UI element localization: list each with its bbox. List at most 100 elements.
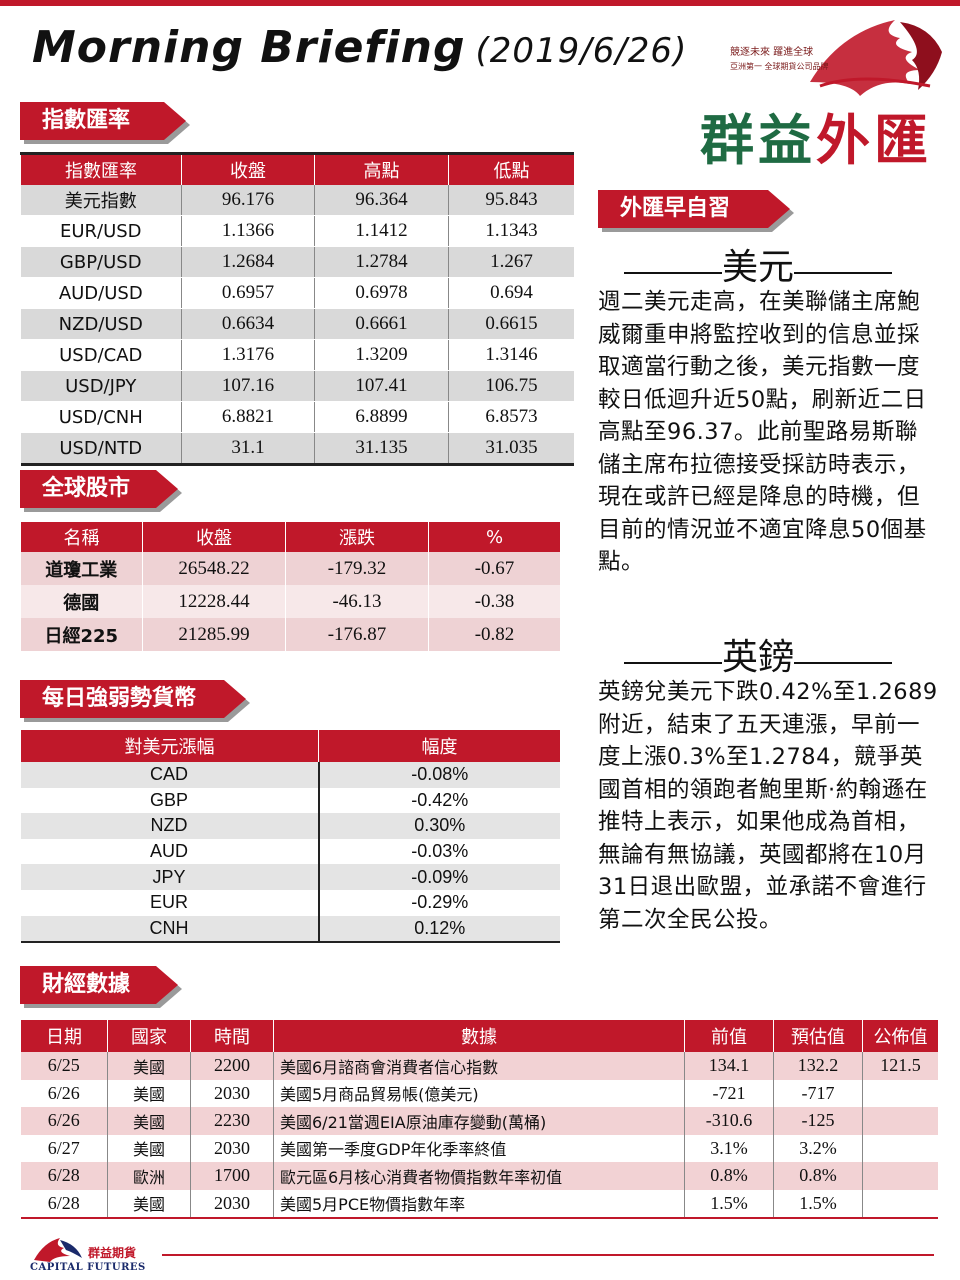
cell: 0.8% <box>684 1162 774 1190</box>
cell: EUR <box>20 889 319 916</box>
cell <box>862 1189 938 1218</box>
cell: 96.364 <box>314 185 449 216</box>
cell: 132.2 <box>773 1052 863 1080</box>
cell: 1.2684 <box>181 246 315 278</box>
cell: 1.2784 <box>314 246 449 278</box>
usd-commentary: 週二美元走高，在美聯儲主席鮑威爾重申將監控收到的信息並採取適當行動之後，美元指數… <box>598 289 927 575</box>
table-row: 6/26 美國 2030 美國5月商品貿易帳(億美元) -721 -717 <box>20 1079 938 1107</box>
cell: 歐洲 <box>107 1162 191 1190</box>
table-row: GBP -0.42% <box>20 787 560 814</box>
cell: 1.1343 <box>448 215 574 247</box>
cell: 0.6634 <box>181 308 315 340</box>
table-row: 道瓊工業 26548.22 -179.32 -0.67 <box>20 552 560 585</box>
table-row: 6/26 美國 2230 美國6/21當週EIA原油庫存變動(萬桶) -310.6 -12… <box>20 1107 938 1135</box>
logo-slogan: 競逐未來 躍進全球 亞洲第一 全球期貨公司品牌 <box>730 46 860 74</box>
cell: 1.3209 <box>314 339 449 371</box>
cell: 107.16 <box>181 370 315 402</box>
cell: NZD/USD <box>20 308 182 340</box>
cell: -0.42% <box>317 787 560 814</box>
col-header: 收盤 <box>181 153 315 185</box>
cell: 6/26 <box>20 1079 108 1107</box>
col-header: 指數匯率 <box>20 153 182 185</box>
table-row: 6/28 歐洲 1700 歐元區6月核心消費者物價指數年率初值 0.8% 0.8% <box>20 1162 938 1190</box>
cell: 31.035 <box>448 432 574 465</box>
cell: -0.08% <box>317 762 560 788</box>
cell: 歐元區6月核心消費者物價指數年率初值 <box>273 1162 685 1190</box>
col-header: 時間 <box>190 1020 274 1052</box>
table-header-row: 對美元漲幅 幅度 <box>20 730 560 762</box>
cell: 1.5% <box>684 1189 774 1218</box>
col-header: 名稱 <box>20 522 143 552</box>
table-row: 6/27 美國 2030 美國第一季度GDP年化季率終值 3.1% 3.2% <box>20 1134 938 1162</box>
cell: 1.1412 <box>314 215 449 247</box>
cell: 6.8899 <box>314 401 449 433</box>
cell: 6.8573 <box>448 401 574 433</box>
heading-rule <box>794 662 892 664</box>
cell: 0.6978 <box>314 277 449 309</box>
cell: 0.694 <box>448 277 574 309</box>
cell: JPY <box>20 864 319 890</box>
table-row: CAD -0.08% <box>20 762 560 788</box>
cell: 2200 <box>190 1052 274 1080</box>
cell: 0.30% <box>317 813 560 839</box>
col-header: 預估值 <box>773 1020 863 1052</box>
section-tag-currency-strength: 每日強弱勢貨幣 <box>20 680 246 718</box>
cell <box>862 1134 938 1162</box>
cell: 96.176 <box>181 185 315 216</box>
gbp-commentary: 英鎊兌美元下跌0.42%至1.2689附近，結束了五天連漲，早前一度上漲0.3%… <box>598 679 938 933</box>
title-date: (2019/6/26) <box>475 31 688 71</box>
cell: -179.32 <box>285 552 429 585</box>
usd-heading-text: 美元 <box>721 247 794 288</box>
footer-company-en: CAPITAL FUTURES <box>30 1262 146 1273</box>
cell: -0.29% <box>317 889 560 916</box>
col-header: 對美元漲幅 <box>20 730 319 762</box>
cell: CAD <box>20 762 319 788</box>
cell: 2030 <box>190 1079 274 1107</box>
cell: AUD <box>20 838 319 865</box>
cell: 0.6661 <box>314 308 449 340</box>
cell: -717 <box>773 1079 863 1107</box>
cell: GBP/USD <box>20 246 182 278</box>
gbp-heading: 英鎊 <box>598 628 918 680</box>
table-row: CNH 0.12% <box>20 915 560 943</box>
col-header: % <box>428 522 560 552</box>
section-tag-fx-study: 外匯早自習 <box>598 190 790 228</box>
cell: GBP <box>20 787 319 814</box>
cell: 107.41 <box>314 370 449 402</box>
cell: 31.135 <box>314 432 449 465</box>
cell: 1.1366 <box>181 215 315 247</box>
col-header: 漲跌 <box>285 522 429 552</box>
cell: 美國5月PCE物價指數年率 <box>273 1189 685 1218</box>
cell: EUR/USD <box>20 215 182 247</box>
cell: 0.12% <box>317 915 560 943</box>
col-header: 國家 <box>107 1020 191 1052</box>
col-header: 前值 <box>684 1020 774 1052</box>
cell: 德國 <box>20 585 143 618</box>
cell: 106.75 <box>448 370 574 402</box>
table-header-row: 日期 國家 時間 數據 前值 預估值 公佈值 <box>20 1020 938 1052</box>
cell <box>862 1107 938 1135</box>
cell: -0.38 <box>428 585 560 618</box>
table-row: 6/25 美國 2200 美國6月諮商會消費者信心指數 134.1 132.2 121.5 <box>20 1052 938 1080</box>
cell: 31.1 <box>181 432 315 465</box>
section-tag-index-fx: 指數匯率 <box>20 102 186 140</box>
table-row: NZD 0.30% <box>20 813 560 839</box>
cell: CNH <box>20 915 319 943</box>
lion-logo-icon <box>810 20 942 96</box>
table-row: 6/28 美國 2030 美國5月PCE物價指數年率 1.5% 1.5% <box>20 1189 938 1218</box>
cell: 2030 <box>190 1189 274 1218</box>
col-header: 數據 <box>273 1020 685 1052</box>
page-title: Morning Briefing (2019/6/26) <box>32 22 687 73</box>
cell: 6/25 <box>20 1052 108 1080</box>
title-text: Morning Briefing <box>32 22 466 73</box>
col-header: 高點 <box>314 153 449 185</box>
cell: -310.6 <box>684 1107 774 1135</box>
slogan-line-1: 競逐未來 躍進全球 <box>730 47 814 58</box>
cell: USD/CAD <box>20 339 182 371</box>
cell: AUD/USD <box>20 277 182 309</box>
cell: 1.5% <box>773 1189 863 1218</box>
cell: 美元指數 <box>20 185 182 216</box>
cell: 日經225 <box>20 618 143 651</box>
cell: -125 <box>773 1107 863 1135</box>
top-accent-bar <box>0 0 960 6</box>
